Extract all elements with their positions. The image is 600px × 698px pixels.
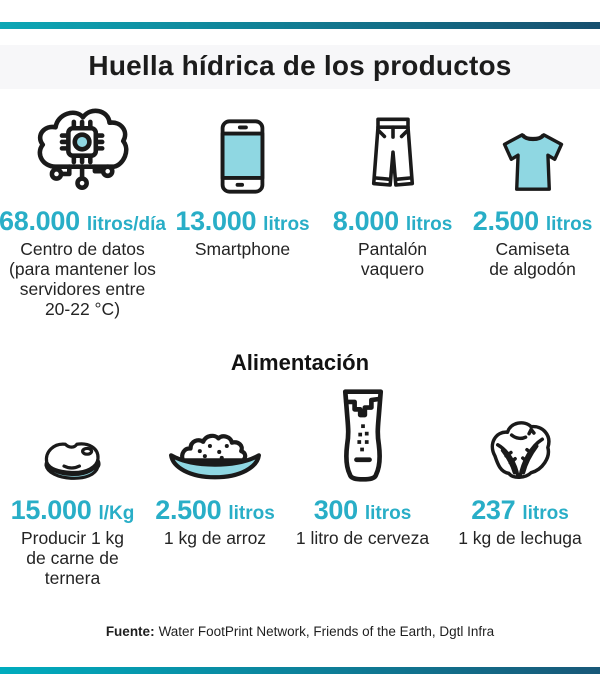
food-value: 2.500	[155, 495, 222, 526]
title-band: Huella hídrica de los productos	[0, 45, 600, 89]
data-center-icon	[28, 101, 138, 195]
product-unit: litros/día	[86, 214, 166, 235]
food-unit: litros	[522, 503, 569, 525]
food-unit: litros	[228, 503, 275, 525]
bottom-accent-bar	[0, 667, 600, 674]
food-label: 1 kg de lechuga	[458, 528, 582, 549]
food-value: 237	[471, 495, 516, 526]
food-unit: l/Kg	[98, 503, 135, 525]
product-unit: litros	[545, 214, 593, 235]
product-value: 13.000	[175, 206, 257, 236]
food-label: Producir 1 kg de carne de ternera	[20, 528, 125, 589]
products-grid: 68.000 litros/día Centro de datos (para …	[0, 101, 600, 320]
product-value-line: 2.500 litros	[472, 206, 593, 236]
food-section-title: Alimentación	[230, 350, 370, 376]
source-label: Fuente:	[105, 624, 155, 639]
food-card-beef: 15.000 l/Kg Producir 1 kg de carne de te…	[0, 386, 145, 589]
food-grid: 15.000 l/Kg Producir 1 kg de carne de te…	[0, 386, 600, 589]
page-title: Huella hídrica de los productos	[88, 50, 512, 81]
product-value-line: 68.000 litros/día	[0, 206, 166, 236]
product-value-line: 13.000 litros	[175, 206, 310, 236]
steak-icon	[37, 386, 109, 484]
food-card-rice: 2.500 litros 1 kg de arroz	[145, 386, 285, 589]
food-unit: litros	[364, 503, 412, 525]
food-label: 1 kg de arroz	[163, 528, 267, 549]
source-line: Fuente: Water FootPrint Network, Friends …	[0, 624, 600, 639]
product-label: Centro de datos (para mantener los servi…	[9, 239, 156, 320]
product-value: 8.000	[332, 206, 399, 236]
product-label: Pantalón vaquero	[357, 239, 428, 280]
smartphone-icon	[218, 101, 267, 195]
product-value-line: 8.000 litros	[332, 206, 453, 236]
product-value: 68.000	[0, 206, 80, 236]
beer-glass-icon	[334, 386, 392, 484]
product-card-tshirt: 2.500 litros Camiseta de algodón	[465, 101, 600, 320]
product-unit: litros	[405, 214, 453, 235]
food-value-line: 15.000 l/Kg	[10, 495, 135, 526]
food-value-line: 300 litros	[313, 495, 412, 526]
jeans-icon	[360, 101, 426, 195]
food-label: 1 litro de cerveza	[295, 528, 430, 549]
food-value: 15.000	[10, 495, 92, 526]
product-card-jeans: 8.000 litros Pantalón vaquero	[320, 101, 465, 320]
product-label: Camiseta de algodón	[489, 239, 576, 280]
top-accent-bar	[0, 22, 600, 29]
product-card-smartphone: 13.000 litros Smartphone	[165, 101, 320, 320]
rice-bowl-icon	[166, 386, 264, 484]
product-card-data-center: 68.000 litros/día Centro de datos (para …	[0, 101, 166, 320]
lettuce-icon	[481, 386, 559, 484]
food-value-line: 2.500 litros	[155, 495, 275, 526]
product-label: Smartphone	[194, 239, 291, 260]
food-card-lettuce: 237 litros 1 kg de lechuga	[440, 386, 600, 589]
food-value: 300	[313, 495, 358, 526]
tshirt-icon	[495, 101, 571, 195]
food-value-line: 237 litros	[471, 495, 569, 526]
source-text: Water FootPrint Network, Friends of the …	[158, 624, 495, 639]
product-value: 2.500	[472, 206, 539, 236]
food-card-beer: 300 litros 1 litro de cerveza	[285, 386, 440, 589]
product-unit: litros	[263, 214, 310, 235]
